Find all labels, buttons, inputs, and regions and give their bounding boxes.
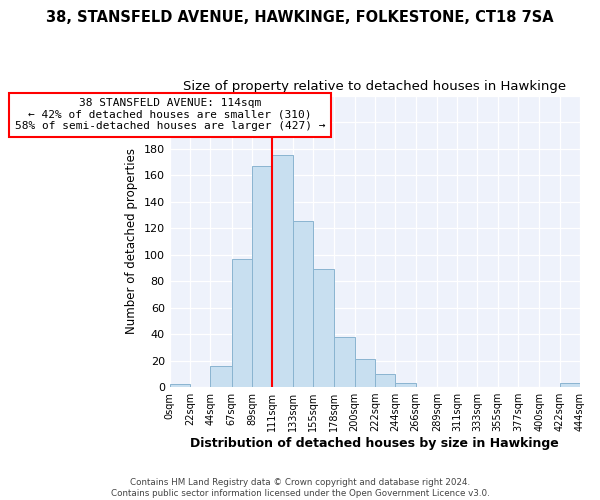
Title: Size of property relative to detached houses in Hawkinge: Size of property relative to detached ho… <box>184 80 566 93</box>
Bar <box>375 374 395 387</box>
Bar <box>272 155 293 387</box>
Bar <box>232 258 252 387</box>
Text: 38 STANSFELD AVENUE: 114sqm
← 42% of detached houses are smaller (310)
58% of se: 38 STANSFELD AVENUE: 114sqm ← 42% of det… <box>15 98 325 132</box>
Bar <box>252 166 272 387</box>
Bar <box>560 383 580 387</box>
X-axis label: Distribution of detached houses by size in Hawkinge: Distribution of detached houses by size … <box>190 437 559 450</box>
Y-axis label: Number of detached properties: Number of detached properties <box>125 148 138 334</box>
Bar <box>395 383 416 387</box>
Bar <box>313 269 334 387</box>
Bar <box>170 384 190 387</box>
Text: 38, STANSFELD AVENUE, HAWKINGE, FOLKESTONE, CT18 7SA: 38, STANSFELD AVENUE, HAWKINGE, FOLKESTO… <box>46 10 554 25</box>
Text: Contains HM Land Registry data © Crown copyright and database right 2024.
Contai: Contains HM Land Registry data © Crown c… <box>110 478 490 498</box>
Bar <box>334 336 355 387</box>
Bar <box>293 222 313 387</box>
Bar <box>355 360 375 387</box>
Bar <box>211 366 232 387</box>
